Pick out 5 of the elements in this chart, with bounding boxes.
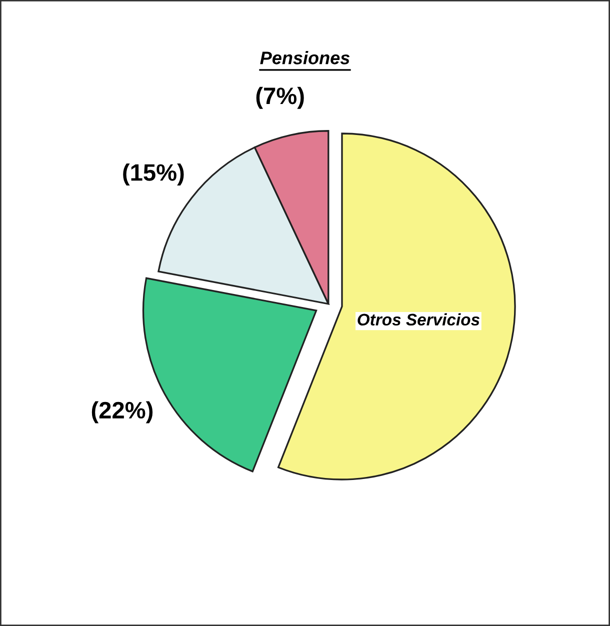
data-label: (22%) (92, 401, 153, 424)
data-label: (7%) (256, 86, 304, 109)
chart-title: Pensiones (260, 51, 350, 64)
slice-label: Otros Servicios (358, 313, 480, 326)
data-label: (15%) (123, 164, 184, 186)
